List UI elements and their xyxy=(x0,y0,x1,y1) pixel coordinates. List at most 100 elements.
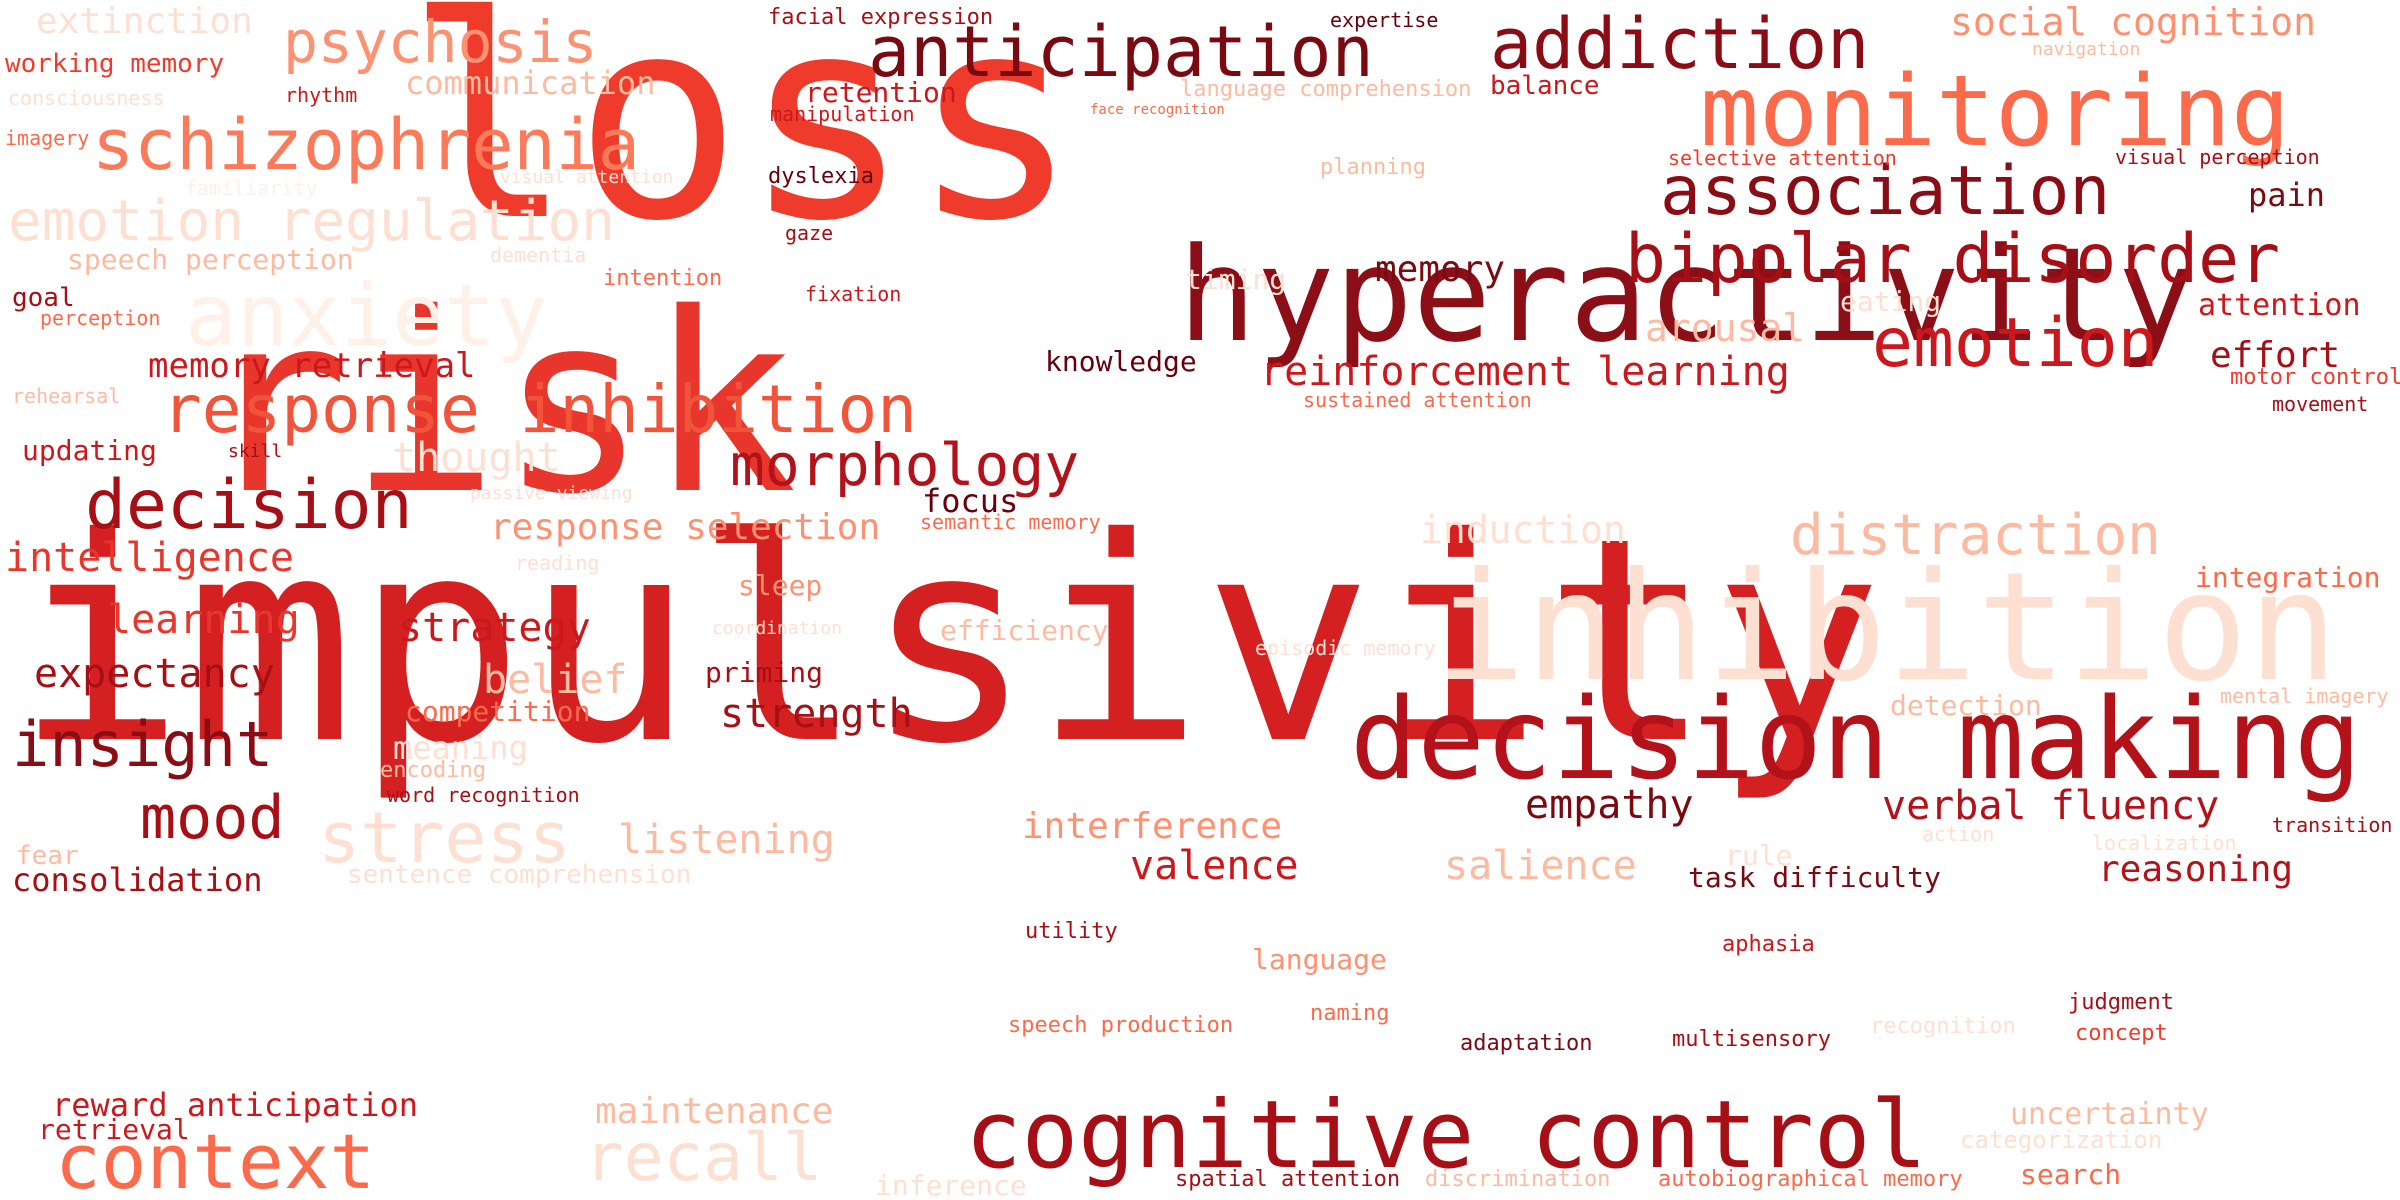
word-encoding: encoding xyxy=(380,758,486,783)
word-verbal-fluency: verbal fluency xyxy=(1882,783,2220,829)
word-navigation: navigation xyxy=(2032,39,2141,60)
word-impulsivity: impulsivity xyxy=(15,477,1883,806)
word-communication: communication xyxy=(405,64,656,102)
word-empathy: empathy xyxy=(1525,782,1694,828)
word-sustained-attention: sustained attention xyxy=(1303,388,1532,412)
word-reading: reading xyxy=(515,551,600,575)
word-focus: focus xyxy=(922,482,1019,520)
word-goal: goal xyxy=(12,283,75,313)
word-strategy: strategy xyxy=(398,605,591,651)
word-salience: salience xyxy=(1444,843,1637,889)
word-multisensory: multisensory xyxy=(1672,1027,1831,1052)
word-maintenance: maintenance xyxy=(595,1091,834,1132)
word-extinction: extinction xyxy=(36,1,253,42)
word-social-cognition: social cognition xyxy=(1950,0,2317,44)
word-effort: effort xyxy=(2210,335,2341,376)
word-expertise: expertise xyxy=(1330,8,1439,32)
word-memory-retrieval: memory retrieval xyxy=(148,346,476,386)
word-language-comprehension: language comprehension xyxy=(1180,77,1472,102)
word-concept: concept xyxy=(2075,1021,2168,1046)
word-pain: pain xyxy=(2248,176,2326,214)
word-speech-production: speech production xyxy=(1008,1013,1234,1038)
word-inhibition: inhibition xyxy=(1435,541,2339,715)
word-priming: priming xyxy=(705,656,824,689)
word-coordination: coordination xyxy=(712,618,843,639)
word-anxiety: anxiety xyxy=(185,266,548,366)
word-rule: rule xyxy=(1725,839,1793,872)
word-manipulation: manipulation xyxy=(770,102,915,126)
word-eating: eating xyxy=(1840,285,1942,318)
word-dementia: dementia xyxy=(490,243,587,267)
word-facial-expression: facial expression xyxy=(768,5,994,30)
word-autobiographical-memory: autobiographical memory xyxy=(1658,1167,1963,1192)
word-induction: induction xyxy=(1420,508,1626,552)
word-search: search xyxy=(2020,1158,2122,1191)
word-fixation: fixation xyxy=(805,282,902,306)
word-motor-control: motor control xyxy=(2230,365,2400,390)
word-word-recognition: word recognition xyxy=(387,783,580,807)
word-stress: stress xyxy=(318,797,571,879)
word-planning: planning xyxy=(1320,155,1426,180)
word-anticipation: anticipation xyxy=(868,11,1374,93)
word-learning: learning xyxy=(107,597,300,643)
word-psychosis: psychosis xyxy=(283,8,598,76)
word-interference: interference xyxy=(1022,806,1283,847)
word-decision: decision xyxy=(85,466,413,545)
word-response-selection: response selection xyxy=(490,507,881,548)
word-intention: intention xyxy=(603,266,723,291)
word-imagery: imagery xyxy=(5,126,90,150)
word-balance: balance xyxy=(1490,71,1600,101)
word-rhythm: rhythm xyxy=(285,83,358,107)
word-morphology: morphology xyxy=(730,431,1080,499)
word-dyslexia: dyslexia xyxy=(768,164,874,189)
word-updating: updating xyxy=(22,434,157,467)
word-addiction: addiction xyxy=(1490,3,1870,85)
word-arousal: arousal xyxy=(1645,306,1806,350)
word-consolidation: consolidation xyxy=(12,861,263,899)
word-judgment: judgment xyxy=(2068,990,2174,1015)
word-strength: strength xyxy=(720,691,913,737)
word-transition: transition xyxy=(2272,813,2393,837)
word-competition: competition xyxy=(405,695,591,728)
word-action: action xyxy=(1922,822,1995,846)
word-speech-perception: speech perception xyxy=(67,243,354,276)
word-insight: insight xyxy=(12,708,274,781)
word-expectancy: expectancy xyxy=(34,651,275,697)
word-efficiency: efficiency xyxy=(940,614,1109,647)
word-risk: risk xyxy=(200,261,798,549)
word-gaze: gaze xyxy=(785,221,834,245)
word-language: language xyxy=(1252,943,1387,976)
word-attention: attention xyxy=(2198,288,2361,323)
word-inference: inference xyxy=(875,1169,1027,1200)
word-detection: detection xyxy=(1890,689,2042,722)
word-knowledge: knowledge xyxy=(1045,345,1197,378)
word-context: context xyxy=(55,1117,376,1200)
word-hyperactivity: hyperactivity xyxy=(1178,219,2196,371)
word-valence: valence xyxy=(1130,843,1299,889)
word-listening: listening xyxy=(618,817,835,863)
word-reasoning: reasoning xyxy=(2098,849,2294,890)
word-recognition: recognition xyxy=(1870,1014,2016,1039)
word-task-difficulty: task difficulty xyxy=(1688,861,1941,894)
word-utility: utility xyxy=(1025,919,1118,944)
word-decision-making: decision making xyxy=(1350,675,2362,805)
word-episodic-memory: episodic memory xyxy=(1255,636,1436,660)
word-uncertainty: uncertainty xyxy=(2010,1097,2209,1132)
word-meaning: meaning xyxy=(393,729,528,767)
word-emotion-regulation: emotion regulation xyxy=(8,189,615,254)
word-mental-imagery: mental imagery xyxy=(2220,684,2389,708)
word-monitoring: monitoring xyxy=(1700,55,2291,169)
word-adaptation: adaptation xyxy=(1460,1031,1593,1056)
word-fear: fear xyxy=(16,841,79,871)
word-emotion: emotion xyxy=(1872,304,2159,383)
word-localization: localization xyxy=(2092,831,2237,855)
word-familiarity: familiarity xyxy=(185,176,318,200)
word-timing: timing xyxy=(1185,263,1287,296)
word-visual-perception: visual perception xyxy=(2115,145,2320,169)
word-cognitive-control: cognitive control xyxy=(965,1081,1928,1190)
word-sentence-comprehension: sentence comprehension xyxy=(347,860,692,890)
word-movement: movement xyxy=(2272,392,2369,416)
word-thought: thought xyxy=(392,435,561,481)
word-semantic-memory: semantic memory xyxy=(920,510,1101,534)
